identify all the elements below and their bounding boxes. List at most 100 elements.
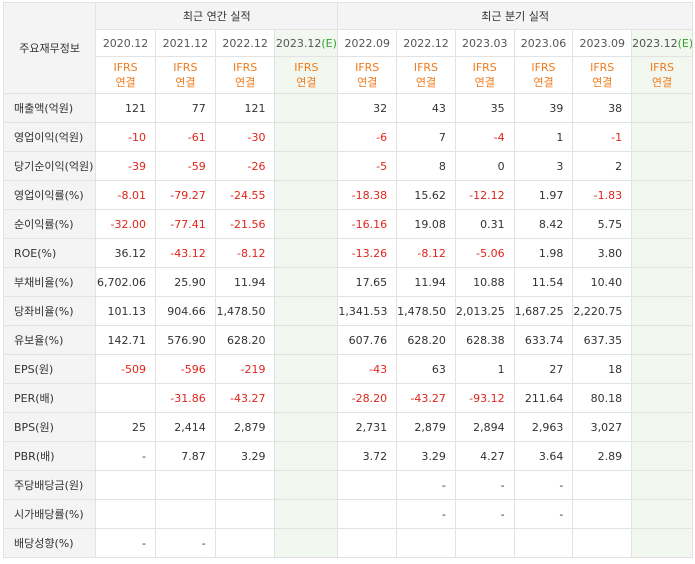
table-cell bbox=[631, 209, 693, 239]
table-cell bbox=[274, 151, 339, 181]
table-cell: 101.13 bbox=[95, 296, 156, 326]
row-label: 매출액(억원) bbox=[2, 93, 97, 123]
table-cell: -4 bbox=[454, 122, 515, 152]
table-cell: 576.90 bbox=[154, 325, 216, 355]
table-cell: 2,013.25 bbox=[454, 296, 515, 326]
period-label: 2023.03 bbox=[461, 36, 508, 50]
ifrs-basis-label: IFRS 연결 bbox=[572, 56, 633, 94]
table-cell: 11.94 bbox=[396, 267, 456, 297]
period-header: 2022.12 bbox=[214, 29, 276, 57]
table-row: 순이익률(%) -32.00 -77.41 -21.56 -16.16 19.08 0.31… bbox=[2, 209, 693, 239]
row-label: 부채비율(%) bbox=[2, 267, 97, 297]
row-label: 당좌비율(%) bbox=[2, 296, 97, 326]
ifrs-label: IFRS bbox=[173, 61, 198, 74]
table-cell: 628.20 bbox=[396, 325, 456, 355]
table-cell: -43 bbox=[337, 354, 398, 384]
table-cell: 3.64 bbox=[513, 441, 574, 471]
table-cell: 3 bbox=[513, 151, 574, 181]
ifrs-label: IFRS bbox=[233, 61, 258, 74]
table-row: ROE(%) 36.12 -43.12 -8.12 -13.26 -8.12 -5.06 1.… bbox=[2, 238, 693, 268]
table-cell bbox=[274, 296, 339, 326]
table-cell: 25 bbox=[95, 412, 156, 442]
table-cell bbox=[154, 499, 216, 529]
consolidated-label: 연결 bbox=[651, 76, 673, 89]
period-header: 2023.09 bbox=[572, 29, 633, 57]
table-cell: 1.98 bbox=[513, 238, 574, 268]
consolidated-label: 연결 bbox=[415, 76, 437, 89]
period-header: 2020.12 bbox=[95, 29, 156, 57]
table-cell: -24.55 bbox=[214, 180, 276, 210]
table-cell: 121 bbox=[95, 93, 156, 123]
table-cell bbox=[631, 441, 693, 471]
table-cell: 3.29 bbox=[396, 441, 456, 471]
ifrs-basis-label: IFRS 연결 bbox=[631, 56, 693, 94]
table-cell: -509 bbox=[95, 354, 156, 384]
table-cell bbox=[274, 499, 339, 529]
row-label-header: 주요재무정보 bbox=[2, 2, 97, 94]
table-cell bbox=[631, 267, 693, 297]
period-label: 2021.12 bbox=[162, 36, 209, 50]
table-row: EPS(원) -509 -596 -219 -43 63 1 27 18 bbox=[2, 354, 693, 384]
row-label: 배당성향(%) bbox=[2, 528, 97, 558]
table-cell bbox=[631, 412, 693, 442]
table-row: 당기순이익(억원) -39 -59 -26 -5 8 0 3 2 bbox=[2, 151, 693, 181]
table-cell: 77 bbox=[154, 93, 216, 123]
table-cell: 35 bbox=[454, 93, 515, 123]
table-cell: 80.18 bbox=[572, 383, 633, 413]
table-cell bbox=[631, 528, 693, 558]
table-cell: 4.27 bbox=[454, 441, 515, 471]
table-cell: 637.35 bbox=[572, 325, 633, 355]
table-cell: 38 bbox=[572, 93, 633, 123]
table-cell bbox=[274, 325, 339, 355]
table-cell: - bbox=[513, 499, 574, 529]
table-cell: 19.08 bbox=[396, 209, 456, 239]
table-row: PER(배) -31.86 -43.27 -28.20 -43.27 -93.12 211.… bbox=[2, 383, 693, 413]
table-row: 영업이익(억원) -10 -61 -30 -6 7 -4 1 -1 bbox=[2, 122, 693, 152]
table-cell: 11.94 bbox=[214, 267, 276, 297]
table-cell: -43.27 bbox=[396, 383, 456, 413]
table-cell: 6,702.06 bbox=[95, 267, 156, 297]
annual-group-title: 최근 연간 실적 bbox=[95, 2, 339, 30]
table-cell: -8.12 bbox=[396, 238, 456, 268]
ifrs-label: IFRS bbox=[294, 61, 319, 74]
consolidated-label: 연결 bbox=[357, 76, 378, 89]
table-cell bbox=[214, 470, 276, 500]
table-cell: 628.38 bbox=[454, 325, 515, 355]
table-cell: -31.86 bbox=[154, 383, 216, 413]
ifrs-basis-label: IFRS 연결 bbox=[396, 56, 456, 94]
table-cell: 0 bbox=[454, 151, 515, 181]
table-cell: 2,220.75 bbox=[572, 296, 633, 326]
table-cell bbox=[214, 528, 276, 558]
table-cell bbox=[95, 499, 156, 529]
table-cell: -5.06 bbox=[454, 238, 515, 268]
consolidated-label: 연결 bbox=[296, 76, 317, 89]
table-cell: 3,027 bbox=[572, 412, 633, 442]
ifrs-basis-label: IFRS 연결 bbox=[154, 56, 216, 94]
table-cell: 2,963 bbox=[513, 412, 574, 442]
table-cell: 17.65 bbox=[337, 267, 398, 297]
ifrs-basis-label: IFRS 연결 bbox=[513, 56, 574, 94]
table-cell: 63 bbox=[396, 354, 456, 384]
table-cell: -6 bbox=[337, 122, 398, 152]
table-header: 주요재무정보 최근 연간 실적 최근 분기 실적 2020.12 2021.12 2… bbox=[2, 2, 693, 94]
table-cell: 18 bbox=[572, 354, 633, 384]
table-row: 유보율(%) 142.71 576.90 628.20 607.76 628.20 628.… bbox=[2, 325, 693, 355]
period-label: 2022.12 bbox=[222, 36, 268, 50]
table-cell: -39 bbox=[95, 151, 156, 181]
ifrs-basis-label: IFRS 연결 bbox=[95, 56, 156, 94]
row-label: 시가배당률(%) bbox=[2, 499, 97, 529]
table-cell: -77.41 bbox=[154, 209, 216, 239]
table-cell bbox=[631, 470, 693, 500]
table-cell: 15.62 bbox=[396, 180, 456, 210]
consolidated-label: 연결 bbox=[175, 76, 196, 89]
table-cell: -59 bbox=[154, 151, 216, 181]
period-label: 2022.09 bbox=[344, 36, 390, 50]
table-cell: 1 bbox=[454, 354, 515, 384]
estimate-marker: (E) bbox=[321, 36, 337, 50]
period-label: 2023.09 bbox=[579, 36, 625, 50]
table-cell bbox=[631, 238, 693, 268]
ifrs-label: IFRS bbox=[590, 61, 615, 74]
period-label: 2023.06 bbox=[520, 36, 567, 50]
table-cell: 25.90 bbox=[154, 267, 216, 297]
